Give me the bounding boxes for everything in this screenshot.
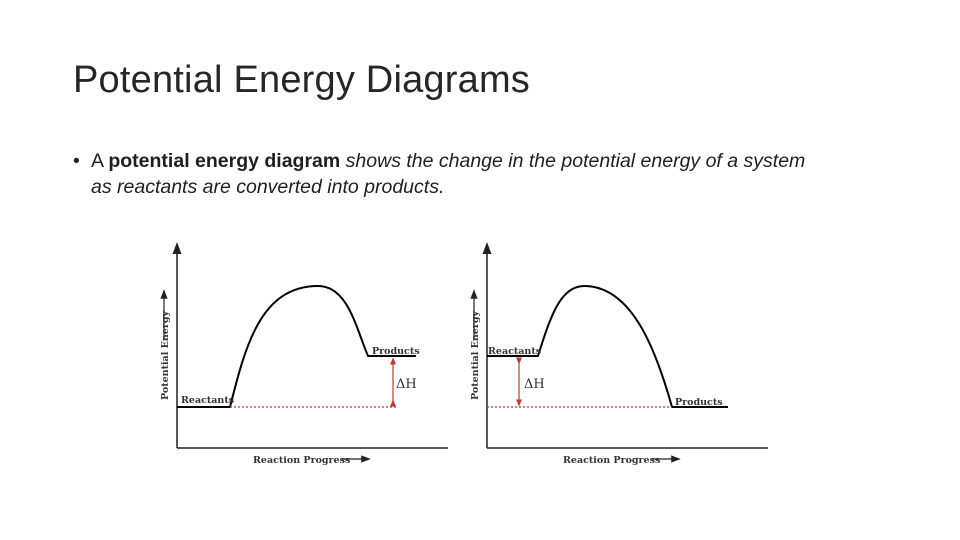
bullet-dot: • (73, 150, 80, 172)
diagram-endothermic-svg: Potential Energy ΔH Reactants Products R… (160, 242, 448, 466)
reactants-label: Reactants (181, 395, 234, 406)
energy-curve (177, 284, 416, 408)
bullet-term: potential energy diagram (108, 150, 341, 172)
bullet-line-2: as reactants are converted into products… (73, 174, 913, 200)
bullet-line-1: • A potential energy diagram shows the ch… (73, 148, 913, 174)
x-axis-label: Reaction Progress (253, 455, 350, 466)
reactants-label: Reactants (488, 346, 541, 357)
diagram-exothermic: Potential Energy ΔH Reactants Products R… (460, 238, 770, 474)
delta-h-label: ΔH (396, 377, 417, 392)
bullet-lead: A (91, 150, 109, 172)
diagram-exothermic-svg: Potential Energy ΔH Reactants Products R… (470, 242, 768, 466)
y-axis-label: Potential Energy (160, 311, 171, 400)
diagram-endothermic: Potential Energy ΔH Reactants Products R… (150, 238, 450, 474)
y-axis-label: Potential Energy (470, 311, 481, 400)
bullet-rest-2: as reactants are converted into products… (91, 176, 445, 198)
energy-curve (487, 284, 728, 408)
bullet-rest-1: shows the change in the potential energy… (340, 150, 806, 172)
delta-h-label: ΔH (524, 377, 545, 392)
products-label: Products (675, 397, 723, 408)
x-axis-label: Reaction Progress (563, 455, 660, 466)
products-label: Products (372, 346, 420, 357)
slide-title: Potential Energy Diagrams (73, 59, 530, 101)
bullet-text: • A potential energy diagram shows the ch… (73, 148, 913, 200)
